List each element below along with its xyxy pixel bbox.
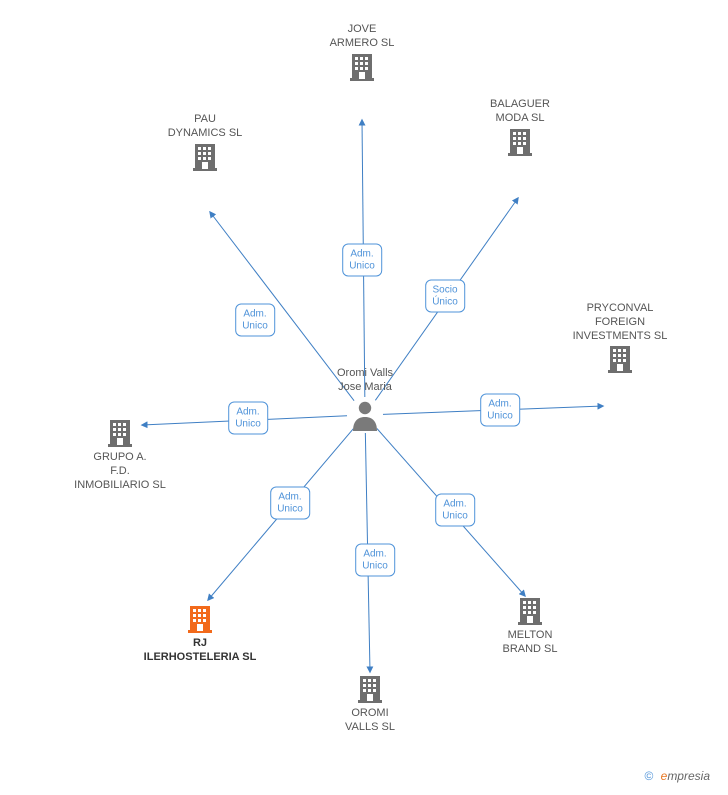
edge-role-badge: Adm. Unico [435, 494, 475, 527]
copyright-symbol: © [644, 769, 653, 783]
company-node-rj[interactable]: RJ ILERHOSTELERIA SL [140, 603, 260, 665]
building-icon [187, 603, 213, 633]
edge-role-badge: Adm. Unico [342, 244, 382, 277]
center-person-label: Oromi Valls Jose Maria [305, 367, 425, 395]
company-label: PAU DYNAMICS SL [145, 113, 265, 141]
building-icon [507, 126, 533, 156]
company-label: OROMI VALLS SL [310, 707, 430, 735]
building-icon [607, 343, 633, 373]
edge-role-badge: Adm. Unico [270, 487, 310, 520]
company-node-balaguer[interactable]: BALAGUER MODA SL [460, 98, 580, 160]
company-label: RJ ILERHOSTELERIA SL [140, 637, 260, 665]
company-label: BALAGUER MODA SL [460, 98, 580, 126]
company-node-oromi[interactable]: OROMI VALLS SL [310, 673, 430, 735]
edge-role-badge: Adm. Unico [235, 304, 275, 337]
credit: © empresia [644, 769, 710, 783]
edge-role-badge: Adm. Unico [355, 544, 395, 577]
building-icon [107, 417, 133, 447]
company-label: PRYCONVAL FOREIGN INVESTMENTS SL [560, 302, 680, 343]
company-node-pryconval[interactable]: PRYCONVAL FOREIGN INVESTMENTS SL [560, 302, 680, 377]
edge-role-badge: Adm. Unico [228, 402, 268, 435]
center-person[interactable] [345, 399, 385, 431]
company-label: GRUPO A. F.D. INMOBILIARIO SL [60, 451, 180, 492]
building-icon [517, 595, 543, 625]
company-node-melton[interactable]: MELTON BRAND SL [470, 595, 590, 657]
edge-role-badge: Socio Único [425, 280, 465, 313]
edge-role-badge: Adm. Unico [480, 394, 520, 427]
company-label: JOVE ARMERO SL [302, 23, 422, 51]
company-node-grupo[interactable]: GRUPO A. F.D. INMOBILIARIO SL [60, 417, 180, 492]
person-icon [351, 399, 379, 431]
building-icon [349, 51, 375, 81]
company-node-jove[interactable]: JOVE ARMERO SL [302, 23, 422, 85]
building-icon [357, 673, 383, 703]
company-node-pau[interactable]: PAU DYNAMICS SL [145, 113, 265, 175]
brand-rest: mpresia [667, 769, 710, 783]
building-icon [192, 141, 218, 171]
company-label: MELTON BRAND SL [470, 629, 590, 657]
